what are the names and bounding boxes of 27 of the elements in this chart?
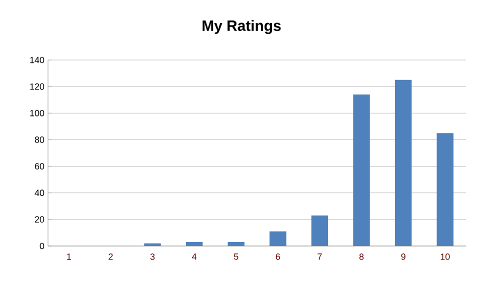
x-tick-label: 6 — [276, 254, 280, 260]
x-tick-label: 9 — [401, 254, 406, 260]
bar — [311, 215, 328, 246]
bar — [394, 80, 412, 246]
y-tick-label: 80 — [34, 136, 44, 143]
y-tick-label: 140 — [30, 56, 44, 64]
y-tick-label: 60 — [34, 163, 44, 170]
x-tick-label: 7 — [318, 254, 322, 260]
y-tick-label: 20 — [34, 216, 44, 223]
x-tick-label: 4 — [192, 254, 197, 260]
y-tick-label: 120 — [30, 83, 44, 90]
bar — [228, 242, 244, 246]
bar — [353, 94, 370, 246]
bar — [186, 242, 203, 246]
x-tick-label: 5 — [234, 254, 238, 260]
x-tick-label: 2 — [108, 254, 113, 260]
bar — [144, 243, 161, 246]
x-tick-label: 1 — [67, 254, 71, 260]
y-tick-label: 40 — [34, 190, 44, 196]
x-tick-label: 10 — [440, 254, 450, 260]
x-tick-label: 3 — [150, 254, 155, 260]
bar — [436, 133, 454, 246]
y-tick-label: 0 — [40, 242, 44, 250]
x-tick-label: 8 — [359, 254, 364, 260]
y-tick-label: 100 — [30, 110, 44, 116]
chart-title: My Ratings — [202, 20, 281, 34]
bar — [270, 231, 286, 246]
